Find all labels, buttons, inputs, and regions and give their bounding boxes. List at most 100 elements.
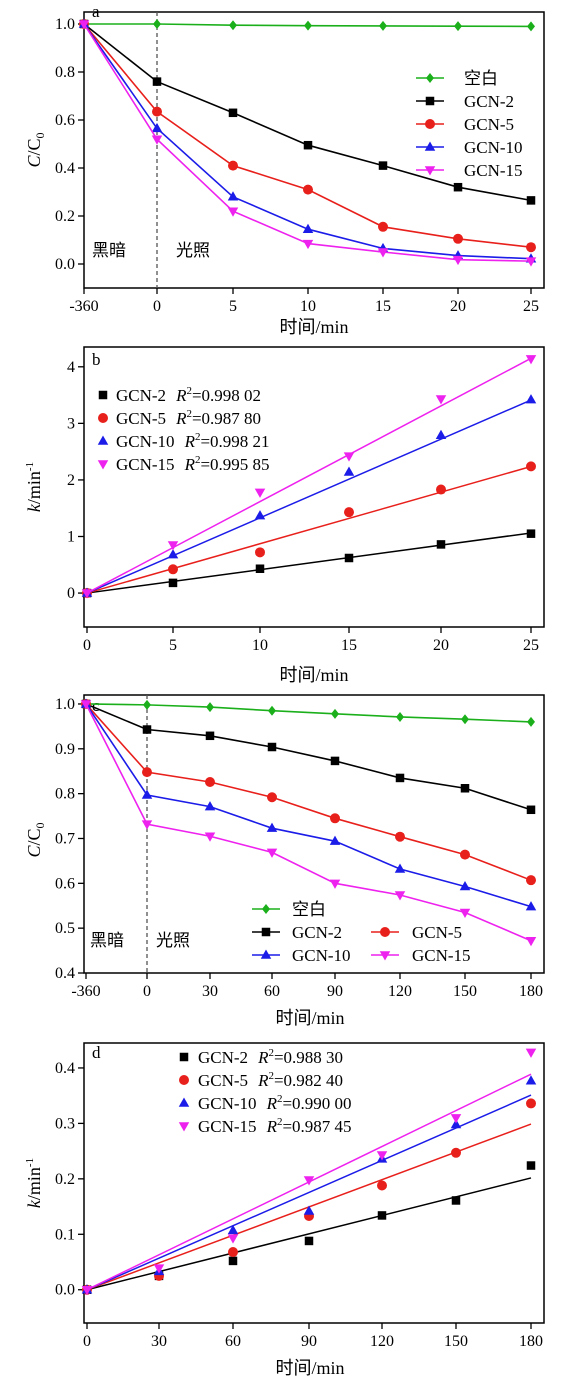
data-point-circle xyxy=(330,813,340,824)
data-point-triangle-up xyxy=(227,191,239,201)
data-point-diamond xyxy=(461,714,469,725)
data-point-square xyxy=(526,805,536,815)
data-point-diamond xyxy=(268,705,276,716)
data-point-triangle-down xyxy=(178,1122,190,1132)
y-axis-label: k/min-1 xyxy=(24,462,44,512)
data-point-circle xyxy=(152,106,162,117)
data-point-triangle-up xyxy=(204,801,216,811)
legend-label: GCN-5 xyxy=(464,115,514,134)
data-point-triangle-down xyxy=(343,452,355,462)
data-point-circle xyxy=(526,461,536,472)
data-point-triangle-up xyxy=(525,394,537,404)
legend-item-gcn5: GCN-5 xyxy=(416,115,514,134)
data-point-square xyxy=(451,1196,461,1205)
data-point-square xyxy=(261,927,271,937)
data-point-circle xyxy=(526,1098,536,1109)
x-axis-label: 时间/min xyxy=(279,665,348,685)
data-point-square xyxy=(526,1161,536,1170)
fit-line xyxy=(86,399,532,594)
x-tick-label: 60 xyxy=(225,1333,241,1350)
legend-label: 空白 xyxy=(292,900,326,919)
legend-label: GCN-2 xyxy=(292,923,342,942)
data-point-circle xyxy=(436,484,446,495)
data-point-square xyxy=(425,96,435,106)
y-tick-label: 0.0 xyxy=(55,1282,75,1299)
data-point-diamond xyxy=(304,20,312,31)
y-axis-label: C/C0 xyxy=(24,132,47,167)
legend: GCN-2 R2=0.998 02 GCN-5 R2=0.987 80 GCN-10… xyxy=(97,385,270,474)
legend-label: GCN-5 xyxy=(412,923,462,942)
y-tick-label: 0.4 xyxy=(55,160,75,177)
data-point-circle xyxy=(451,1147,461,1158)
legend-item-gcn2: GCN-2 xyxy=(252,923,342,942)
y-tick-label: 0 xyxy=(67,585,75,602)
data-point-triangle-up xyxy=(254,510,266,520)
legend-label: GCN-2 R2=0.998 02 xyxy=(116,385,261,405)
data-point-diamond xyxy=(331,708,339,719)
legend-label: GCN-10 R2=0.990 00 xyxy=(198,1093,352,1113)
x-tick-label: 90 xyxy=(327,983,343,1000)
x-tick-label: 150 xyxy=(453,983,477,1000)
plot-frame xyxy=(83,346,545,628)
legend-label: 空白 xyxy=(464,69,498,88)
data-point-square xyxy=(168,578,178,588)
data-point-triangle-down xyxy=(141,820,153,830)
data-point-triangle-down xyxy=(450,1114,462,1124)
data-point-square xyxy=(526,529,536,538)
data-point-diamond xyxy=(229,20,237,31)
legend-item-gcn15: GCN-15 xyxy=(371,946,471,965)
panel-c-chart: c 时间/min C/C0 -360 0 30 60 90 120 150 180 0.4 0.5… xyxy=(24,694,545,1028)
data-point-triangle-down xyxy=(266,848,278,858)
y-tick-label: 1.0 xyxy=(55,16,75,33)
legend-item-gcn2: GCN-2 R2=0.998 02 xyxy=(98,385,261,405)
data-point-square xyxy=(303,140,313,150)
data-point-triangle-down xyxy=(204,832,216,842)
data-point-triangle-down xyxy=(435,395,447,405)
data-point-triangle-up xyxy=(302,223,314,233)
data-point-circle xyxy=(526,875,536,886)
data-point-circle xyxy=(453,233,463,244)
data-point-triangle-down xyxy=(525,355,537,365)
data-point-square xyxy=(228,1256,238,1266)
data-point-triangle-up xyxy=(525,1075,537,1085)
panel-label: c xyxy=(92,696,100,715)
data-point-triangle-down xyxy=(78,20,90,30)
series-line xyxy=(85,703,532,942)
series-line xyxy=(83,23,532,248)
legend-label: GCN-15 xyxy=(412,946,471,965)
data-point-triangle-down xyxy=(394,891,406,901)
legend-item-gcn10: GCN-10 xyxy=(416,138,523,157)
plot-frame xyxy=(83,11,545,289)
legend-label: GCN-10 xyxy=(464,138,523,157)
data-point-triangle-down xyxy=(227,1234,239,1244)
data-point-diamond xyxy=(527,716,535,727)
data-point-square xyxy=(378,161,388,170)
y-tick-label: 3 xyxy=(67,415,75,432)
legend: GCN-2 R2=0.988 30 GCN-5 R2=0.982 40 GCN-10… xyxy=(178,1047,352,1136)
data-point-triangle-down xyxy=(97,460,109,470)
data-point-triangle-down xyxy=(377,248,389,258)
legend-item-gcn5: GCN-5 xyxy=(371,923,462,942)
x-tick-label: 20 xyxy=(450,298,466,315)
x-tick-label: 0 xyxy=(143,983,151,1000)
legend-label: GCN-2 R2=0.988 30 xyxy=(198,1047,343,1067)
data-point-triangle-up xyxy=(141,789,153,799)
x-tick-label: 25 xyxy=(523,637,539,654)
legend-label: GCN-5 R2=0.982 40 xyxy=(198,1070,343,1090)
x-tick-label: 90 xyxy=(301,1333,317,1350)
legend: 空白 GCN-2 GCN-5 GCN-10 GCN-15 xyxy=(252,900,471,965)
series-line xyxy=(85,703,532,811)
data-point-triangle-down xyxy=(167,541,179,551)
data-point-circle xyxy=(228,1247,238,1258)
x-tick-label: 0 xyxy=(153,298,161,315)
data-point-triangle-up xyxy=(97,435,109,445)
fit-line xyxy=(86,1177,532,1291)
legend-item-gcn15: GCN-15 xyxy=(416,161,523,180)
x-tick-label: 180 xyxy=(519,1333,543,1350)
data-point-circle xyxy=(179,1075,189,1085)
panel-a-chart: a 时间/min C/C0 -360 0 5 10 15 20 25 0.0 0.2 0.4 0.6… xyxy=(24,2,545,337)
y-tick-label: 0.6 xyxy=(55,112,75,129)
y-axis-label: C/C0 xyxy=(24,822,47,857)
data-point-circle xyxy=(303,184,313,195)
